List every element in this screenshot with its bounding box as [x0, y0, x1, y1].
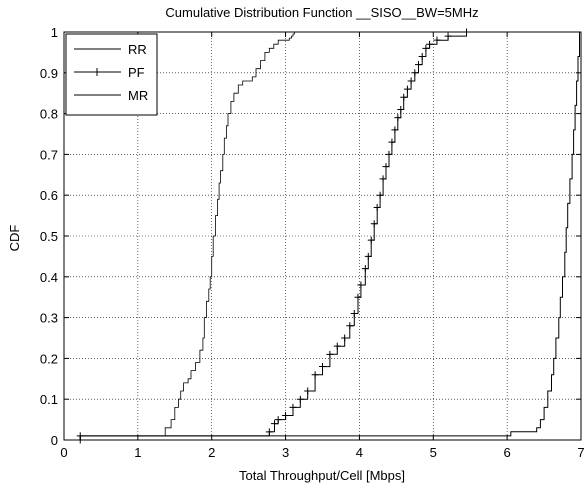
series-point-pf	[367, 236, 375, 244]
series-point-pf	[274, 416, 282, 424]
y-axis-label: CDF	[7, 225, 22, 252]
series-point-pf	[415, 61, 423, 69]
legend: RR PF MR	[65, 33, 158, 116]
series-point-pf	[265, 428, 273, 436]
x-tick-label: 4	[356, 445, 363, 460]
x-tick-label: 1	[134, 445, 141, 460]
x-tick-label: 7	[577, 445, 584, 460]
x-tick-label: 5	[430, 445, 437, 460]
chart-title: Cumulative Distribution Function __SISO_…	[165, 5, 478, 20]
series-point-pf	[319, 363, 326, 371]
series-point-pf	[391, 126, 399, 134]
series-point-pf	[422, 44, 430, 52]
series-point-pf	[289, 403, 297, 411]
series-point-pf	[357, 281, 365, 289]
series-point-pf	[311, 371, 319, 379]
ticks: 0 1 2 3 4 5 6 7 0 0.1 0.2 0.3 0.4 0.5 0.6 0.7 0.8 0.9 1	[40, 25, 585, 460]
series-point-pf	[394, 114, 402, 122]
series-point-pf	[346, 322, 354, 330]
series-point-pf	[400, 93, 408, 101]
y-tick-label: 0.8	[40, 107, 58, 122]
series-point-pf	[433, 36, 441, 44]
x-tick-label: 3	[282, 445, 289, 460]
series-point-pf	[382, 163, 390, 171]
y-tick-label: 0.1	[40, 392, 58, 407]
y-tick-label: 0.4	[40, 270, 58, 285]
y-tick-label: 1	[51, 25, 58, 40]
legend-label-mr: MR	[128, 88, 148, 103]
x-axis-label: Total Throughput/Cell [Mbps]	[239, 468, 405, 483]
x-tick-label: 0	[60, 445, 67, 460]
series-point-pf	[388, 138, 396, 146]
series-point-pf	[354, 293, 362, 301]
series-point-pf	[407, 77, 415, 85]
series-point-pf	[341, 334, 349, 342]
series-point-pf	[411, 69, 419, 77]
y-tick-label: 0	[51, 433, 58, 448]
series-point-pf	[304, 387, 312, 395]
series-point-pf	[296, 395, 304, 403]
series-point-pf	[397, 106, 405, 114]
series-layer	[76, 28, 580, 444]
series-point-pf	[418, 52, 426, 60]
series-point-pf	[370, 220, 378, 228]
y-tick-label: 0.6	[40, 188, 58, 203]
series-line-rr	[79, 32, 295, 440]
series-point-pf	[270, 420, 278, 428]
legend-marker-pf	[93, 68, 101, 76]
series-point-pf	[379, 175, 387, 183]
y-tick-label: 0.2	[40, 351, 58, 366]
series-point-pf	[333, 342, 341, 350]
series-point-pf	[444, 32, 452, 40]
legend-box	[65, 33, 158, 116]
grid	[64, 32, 581, 440]
legend-label-rr: RR	[128, 42, 147, 57]
series-line-mr	[79, 32, 580, 440]
series-point-pf	[364, 252, 372, 260]
x-tick-label: 2	[208, 445, 215, 460]
series-point-pf	[282, 412, 290, 420]
x-tick-label: 6	[504, 445, 511, 460]
y-tick-label: 0.9	[40, 66, 58, 81]
series-point-pf	[350, 310, 358, 318]
series-point-pf	[426, 40, 434, 48]
series-point-pf	[326, 350, 334, 358]
series-point-pf	[373, 203, 381, 211]
y-tick-label: 0.3	[40, 311, 58, 326]
series-point-pf	[376, 191, 384, 199]
series-point-pf	[361, 265, 369, 273]
y-tick-label: 0.5	[40, 229, 58, 244]
series-point-pf	[385, 150, 393, 158]
legend-label-pf: PF	[128, 65, 145, 80]
y-tick-label: 0.7	[40, 147, 58, 162]
series-point-pf	[403, 85, 411, 93]
